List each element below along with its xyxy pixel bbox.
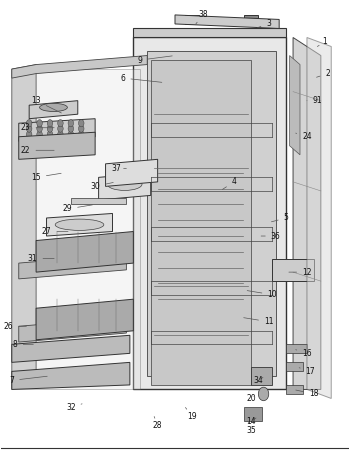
Circle shape: [68, 125, 74, 132]
Polygon shape: [47, 213, 112, 236]
Polygon shape: [36, 299, 133, 340]
Circle shape: [78, 125, 84, 132]
Bar: [286, 385, 303, 394]
Circle shape: [68, 131, 74, 138]
Circle shape: [26, 119, 32, 127]
Circle shape: [47, 119, 53, 127]
Polygon shape: [19, 132, 95, 159]
Text: 35: 35: [246, 421, 256, 434]
Polygon shape: [29, 101, 78, 118]
Text: 3: 3: [258, 20, 271, 29]
Polygon shape: [19, 317, 126, 342]
Text: 91: 91: [307, 96, 322, 105]
Circle shape: [37, 131, 42, 138]
Circle shape: [47, 131, 53, 138]
Polygon shape: [307, 38, 331, 399]
Text: 4: 4: [223, 178, 237, 189]
Polygon shape: [36, 232, 133, 272]
Text: 38: 38: [196, 10, 208, 24]
Polygon shape: [99, 173, 151, 200]
Text: 20: 20: [247, 394, 256, 403]
Circle shape: [37, 125, 42, 132]
Circle shape: [58, 131, 63, 138]
Text: 2: 2: [316, 69, 330, 78]
Polygon shape: [289, 55, 300, 155]
Text: 27: 27: [42, 227, 68, 236]
Bar: [286, 362, 303, 371]
Circle shape: [26, 125, 32, 132]
Polygon shape: [12, 64, 36, 390]
Polygon shape: [133, 29, 286, 38]
Circle shape: [37, 119, 42, 127]
Polygon shape: [175, 15, 279, 29]
Circle shape: [58, 119, 63, 127]
Text: 28: 28: [153, 416, 162, 430]
Polygon shape: [19, 254, 126, 279]
Text: 12: 12: [289, 267, 312, 276]
Text: 24: 24: [296, 132, 312, 141]
Circle shape: [58, 125, 63, 132]
Circle shape: [78, 119, 84, 127]
Circle shape: [258, 387, 269, 401]
Text: 13: 13: [31, 96, 61, 113]
Polygon shape: [12, 55, 147, 78]
Text: 22: 22: [21, 146, 54, 155]
Text: 23: 23: [21, 123, 54, 132]
Ellipse shape: [55, 219, 104, 230]
Bar: [71, 197, 126, 204]
Text: 34: 34: [253, 376, 263, 385]
Text: 29: 29: [63, 204, 92, 213]
Circle shape: [68, 119, 74, 127]
Circle shape: [78, 131, 84, 138]
Polygon shape: [293, 38, 321, 390]
Text: 36: 36: [261, 232, 281, 241]
Ellipse shape: [40, 104, 67, 112]
Polygon shape: [12, 362, 130, 390]
Bar: [286, 344, 307, 353]
Text: 9: 9: [138, 55, 172, 64]
Text: 32: 32: [66, 403, 82, 412]
Text: 7: 7: [9, 376, 47, 385]
Polygon shape: [12, 336, 130, 362]
Text: 1: 1: [317, 38, 327, 46]
Text: 14: 14: [247, 416, 256, 425]
Ellipse shape: [107, 178, 142, 190]
Text: 31: 31: [28, 254, 54, 263]
Polygon shape: [12, 69, 140, 390]
Bar: [244, 408, 262, 421]
Text: 15: 15: [31, 173, 61, 182]
Text: 18: 18: [296, 390, 318, 399]
Text: 6: 6: [120, 74, 162, 83]
Text: 8: 8: [13, 340, 33, 349]
Polygon shape: [147, 51, 276, 376]
Bar: [244, 15, 258, 24]
Text: 17: 17: [299, 367, 315, 376]
Text: 16: 16: [296, 349, 312, 358]
Text: 37: 37: [111, 164, 126, 173]
Text: 10: 10: [247, 290, 277, 299]
Polygon shape: [133, 38, 286, 390]
Text: 19: 19: [186, 408, 197, 421]
Circle shape: [26, 131, 32, 138]
Circle shape: [47, 125, 53, 132]
Polygon shape: [151, 60, 251, 385]
Text: 26: 26: [4, 322, 26, 331]
Polygon shape: [272, 259, 314, 281]
Polygon shape: [19, 118, 95, 141]
Polygon shape: [106, 159, 158, 187]
Bar: [186, 15, 199, 24]
Text: 5: 5: [272, 213, 288, 222]
Text: 30: 30: [90, 182, 113, 191]
Bar: [251, 367, 272, 385]
Text: 11: 11: [244, 317, 273, 326]
